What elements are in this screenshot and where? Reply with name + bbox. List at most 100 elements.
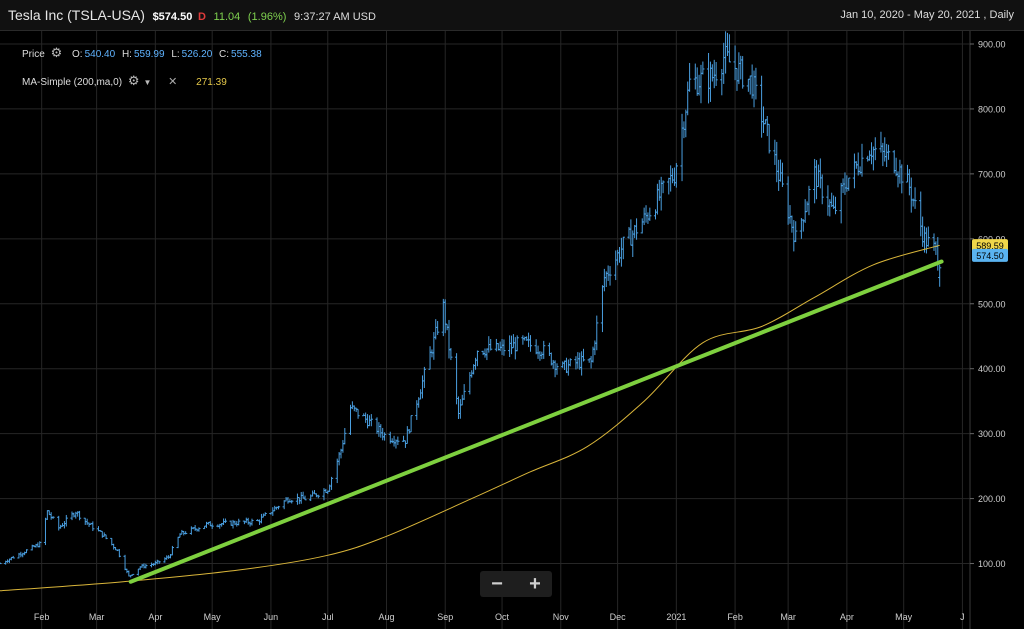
- open-value: 540.40: [84, 49, 116, 60]
- ohlc-bar: [348, 404, 353, 435]
- ohlc-bar: [595, 315, 599, 351]
- ohlc-bar: [616, 249, 620, 266]
- ohlc-bar: [38, 541, 42, 548]
- ohlc-bar: [873, 137, 877, 161]
- ohlc-bar: [777, 159, 781, 191]
- caret-down-icon[interactable]: ▼: [143, 78, 152, 87]
- ohlc-bar: [197, 527, 201, 532]
- ticker-name[interactable]: Tesla Inc (TSLA-USA): [8, 7, 145, 23]
- ohlc-bar: [879, 131, 883, 153]
- ohlc-bar: [24, 549, 29, 554]
- ohlc-bar: [852, 153, 857, 189]
- price-chart[interactable]: 100.00200.00300.00400.00500.00600.00700.…: [0, 31, 1024, 629]
- x-tick-label: Aug: [378, 612, 394, 622]
- open-label: O:: [72, 49, 83, 60]
- ohlc-bar: [807, 185, 811, 216]
- ohlc-bar: [686, 81, 690, 116]
- ohlc-bar: [919, 191, 923, 237]
- ohlc-bar: [748, 75, 752, 95]
- ohlc-bar: [407, 428, 411, 434]
- ohlc-bar: [907, 169, 911, 196]
- zoom-out-button[interactable]: −: [491, 573, 503, 595]
- ohlc-bar: [909, 177, 913, 213]
- ohlc-bar: [434, 319, 438, 340]
- ohlc-bar: [699, 64, 703, 104]
- ohlc-bar: [498, 341, 502, 352]
- x-tick-label: Feb: [727, 612, 743, 622]
- ohlc-bar: [259, 513, 264, 524]
- ohlc-bar: [489, 338, 493, 351]
- ohlc-bar: [839, 182, 843, 224]
- ohlc-bar: [932, 233, 936, 251]
- ohlc-bar: [244, 517, 248, 523]
- ohlc-bar: [540, 351, 544, 360]
- direction-indicator: D: [197, 11, 206, 23]
- ohlc-bar: [843, 172, 847, 195]
- y-tick-label: 800.00: [978, 104, 1006, 114]
- ohlc-bar: [483, 348, 487, 358]
- ohlc-bar: [750, 64, 754, 99]
- ohlc-bar: [646, 212, 650, 224]
- ohlc-bar: [364, 412, 368, 423]
- ohlc-bar: [697, 74, 701, 96]
- ohlc-bar: [473, 357, 478, 370]
- ohlc-bar: [0, 562, 2, 565]
- ohlc-bar: [314, 493, 318, 498]
- ohlc-bar: [390, 438, 394, 444]
- ohlc-bar: [142, 563, 146, 569]
- ohlc-bar: [803, 199, 807, 223]
- ohlc-bar: [354, 407, 358, 412]
- ohlc-bar: [223, 518, 228, 523]
- ohlc-bar: [415, 400, 419, 420]
- gear-icon[interactable]: ⚙: [50, 45, 63, 60]
- ohlc-bar: [494, 338, 498, 352]
- ohlc-bar: [136, 568, 140, 576]
- price-change: 11.04: [213, 11, 241, 23]
- ohlc-bar: [534, 339, 538, 355]
- x-tick-label: Jun: [264, 612, 279, 622]
- ohlc-bar: [693, 63, 697, 90]
- y-tick-label: 300.00: [978, 429, 1006, 439]
- ohlc-bar: [606, 265, 610, 281]
- date-range[interactable]: Jan 10, 2020 - May 20, 2021 , Daily: [840, 9, 1014, 21]
- last-price-tag-text: 574.50: [976, 251, 1004, 261]
- ohlc-bar: [634, 218, 639, 240]
- ohlc-bar: [538, 351, 542, 361]
- ohlc-bar: [775, 141, 779, 183]
- ohlc-bar: [64, 514, 68, 527]
- ohlc-bar: [621, 236, 625, 260]
- ohlc-bar: [511, 334, 516, 349]
- ohlc-bar: [273, 505, 277, 512]
- x-tick-label: May: [204, 612, 222, 622]
- ohlc-bar: [60, 523, 65, 527]
- ohlc-bar: [739, 55, 743, 80]
- zoom-in-button[interactable]: +: [529, 573, 541, 595]
- ohlc-bar: [343, 428, 347, 445]
- ma-legend: MA-Simple (200,ma,0) ⚙ ▼ ✕ 271.39: [22, 73, 227, 89]
- ohlc-bar: [860, 143, 864, 177]
- x-tick-label: Dec: [610, 612, 627, 622]
- gear-icon[interactable]: ⚙: [127, 73, 140, 88]
- ohlc-bar: [536, 345, 540, 359]
- ohlc-bar: [250, 518, 254, 526]
- last-price-tag: 574.50: [972, 248, 1008, 262]
- ohlc-bar: [722, 42, 726, 84]
- ohlc-bar: [170, 545, 175, 556]
- ohlc-bar: [760, 75, 764, 138]
- ohlc-bar: [619, 237, 624, 267]
- close-icon[interactable]: ✕: [168, 76, 178, 88]
- ohlc-bar: [828, 199, 832, 217]
- ohlc-bar: [231, 519, 235, 529]
- ohlc-bar: [735, 67, 739, 91]
- ohlc-bar: [210, 523, 214, 529]
- x-axis: Feb Mar Apr May Jun Jul Aug Sep Oct Nov Dec 2021 Feb…: [34, 612, 965, 622]
- ohlc-bar: [680, 113, 684, 182]
- ohlc-bar: [392, 435, 396, 447]
- chart-header: Tesla Inc (TSLA-USA) $574.50 D 11.04 (1.…: [0, 0, 1024, 31]
- ohlc-bar: [667, 177, 671, 195]
- x-tick-label: Mar: [89, 612, 105, 622]
- trend-line[interactable]: [128, 259, 944, 584]
- ohlc-bar: [659, 176, 663, 211]
- ohlc-bar: [180, 529, 184, 535]
- ohlc-bar: [576, 352, 580, 369]
